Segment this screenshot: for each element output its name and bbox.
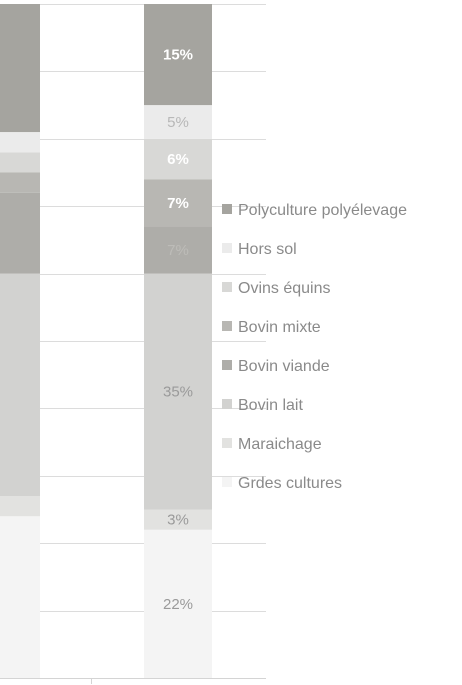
legend-label-bovin-lait: Bovin lait (238, 397, 303, 414)
bar-segment-bovin-mixte (144, 179, 212, 227)
bar-segment-grdes-cultures (0, 516, 40, 678)
data-label: 22% (163, 596, 193, 613)
legend: Polyculture polyélevage Hors sol Ovins équ… (222, 202, 407, 492)
legend-label-polyculture-polyelevage: Polyculture polyélevage (238, 202, 407, 219)
bar-segment-ovins-quins (0, 152, 40, 173)
bar-segment-polyculture-poly-levage (144, 4, 212, 106)
bar-segment-polyculture-poly-levage (0, 4, 40, 133)
legend-label-maraichage: Maraichage (238, 436, 322, 453)
legend-swatch-hors-sol (222, 243, 232, 253)
legend-label-ovins-equins: Ovins équins (238, 280, 331, 297)
bar-segment-bovin-viande (144, 226, 212, 274)
x-axis (0, 678, 266, 684)
data-labels: 22% 3% 35% 7% 7% 6% 5% 15% (163, 47, 193, 613)
bars (0, 4, 212, 678)
bar-segment-ovins-quins (144, 138, 212, 180)
legend-swatch-ovins-equins (222, 282, 232, 292)
bar-segment-maraichage (0, 496, 40, 517)
legend-swatch-bovin-viande (222, 360, 232, 370)
bar-segment-hors-sol (0, 132, 40, 153)
legend-label-bovin-viande: Bovin viande (238, 358, 330, 375)
legend-swatch-polyculture-polyelevage (222, 204, 232, 214)
data-label: 15% (163, 47, 193, 64)
bar-segment-maraichage (144, 509, 212, 530)
data-label: 5% (167, 114, 189, 131)
legend-label-bovin-mixte: Bovin mixte (238, 319, 321, 336)
legend-label-grdes-cultures: Grdes cultures (238, 475, 342, 492)
data-label: 35% (163, 384, 193, 401)
bar-segment-bovin-lait (144, 273, 212, 510)
legend-swatch-grdes-cultures (222, 477, 232, 487)
bar-segment-bovin-mixte (0, 172, 40, 193)
data-label: 7% (167, 242, 189, 259)
bar-segment-grdes-cultures (144, 529, 212, 678)
legend-swatch-bovin-mixte (222, 321, 232, 331)
legend-swatch-maraichage (222, 438, 232, 448)
data-label: 3% (167, 512, 189, 529)
legend-swatch-bovin-lait (222, 399, 232, 409)
bar-segment-bovin-viande (0, 192, 40, 274)
data-label: 7% (167, 195, 189, 212)
data-label: 6% (167, 151, 189, 168)
bar-segment-hors-sol (144, 105, 212, 139)
legend-label-hors-sol: Hors sol (238, 241, 297, 258)
bar-segment-bovin-lait (0, 273, 40, 497)
